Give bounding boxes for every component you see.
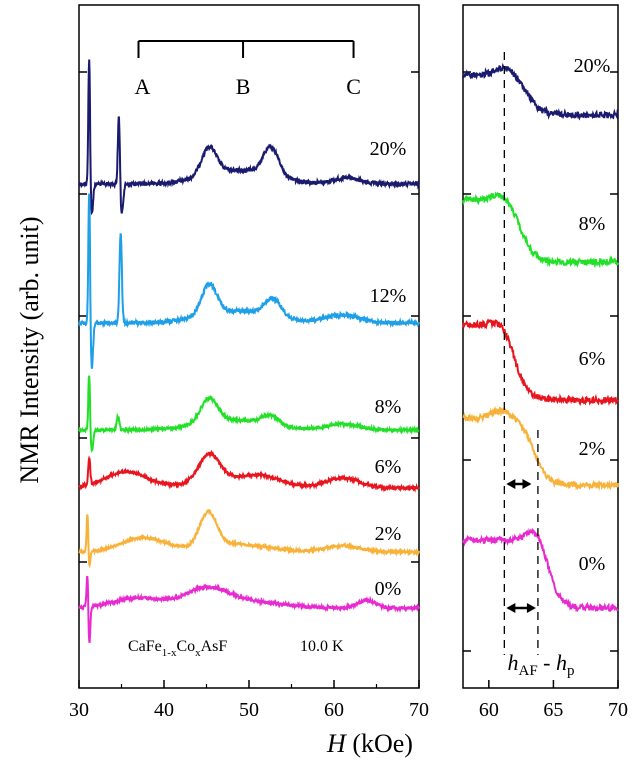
- spectrum-line-20pct: [78, 59, 420, 216]
- x-tick-label: 70: [409, 699, 429, 721]
- zoom-line-20pct: [462, 62, 619, 121]
- dashed-guides: [503, 52, 539, 655]
- zoom-series-label: 20%: [574, 55, 611, 77]
- series-label: 0%: [375, 578, 402, 600]
- spectrum-line-12pct: [78, 193, 420, 369]
- x-tick-label: 60: [324, 699, 344, 721]
- series-label: 2%: [375, 523, 402, 545]
- marker-label: A: [135, 74, 151, 99]
- x-tick-label: 50: [239, 699, 259, 721]
- zoom-series-label: 6%: [579, 348, 606, 370]
- right-series-group: 20% 8% 6% 2% 0%: [462, 55, 619, 613]
- zoom-series-label: 2%: [579, 438, 606, 460]
- hyperfine-difference-label: hAF - hp: [507, 650, 574, 679]
- left-series-group: 20% 12% 8% 6% 2% 0%: [78, 59, 420, 643]
- left-plot-frame: [78, 4, 420, 689]
- arrow-head-left: [506, 479, 516, 489]
- x-tick-label: 70: [608, 699, 628, 721]
- zoom-line-6pct: [462, 318, 619, 407]
- series-label: 12%: [370, 285, 407, 307]
- right-axis-ticks: 60 65 70: [463, 71, 628, 721]
- x-axis-label: H (kOe): [326, 729, 413, 758]
- spectrum-line-0pct: [78, 575, 420, 643]
- marker-label: B: [236, 74, 251, 99]
- zoom-line-0pct: [462, 527, 619, 613]
- spectrum-line-8pct: [78, 375, 420, 453]
- x-tick-label: 65: [543, 699, 563, 721]
- y-axis-label: NMR Intensity (arb. unit): [15, 216, 44, 483]
- arrow-head-left: [506, 603, 516, 613]
- series-label: 8%: [375, 396, 402, 418]
- left-axis-ticks: 30 40 50 60 70: [69, 71, 429, 721]
- marker-label: C: [346, 74, 361, 99]
- x-tick-label: 30: [69, 699, 89, 721]
- series-label: 6%: [375, 456, 402, 478]
- series-label: 20%: [370, 138, 407, 160]
- double-arrow: [506, 603, 536, 613]
- right-plot-frame: [462, 4, 619, 689]
- x-tick-label: 60: [479, 699, 499, 721]
- double-arrow: [506, 479, 532, 489]
- zoom-series-label: 8%: [579, 213, 606, 235]
- arrow-head-right: [522, 479, 532, 489]
- compound-annotation: CaFe1-xCoxAsF: [128, 638, 227, 659]
- zoom-line-8pct: [462, 191, 619, 269]
- spectrum-line-2pct: [78, 508, 420, 569]
- zoom-series-label: 0%: [579, 553, 606, 575]
- zoom-line-2pct: [462, 405, 619, 492]
- arrow-head-right: [526, 603, 536, 613]
- abc-marker-bar: A B C: [135, 40, 361, 99]
- temperature-annotation: 10.0 K: [300, 638, 344, 655]
- spectrum-line-6pct: [78, 449, 420, 493]
- x-tick-label: 40: [154, 699, 174, 721]
